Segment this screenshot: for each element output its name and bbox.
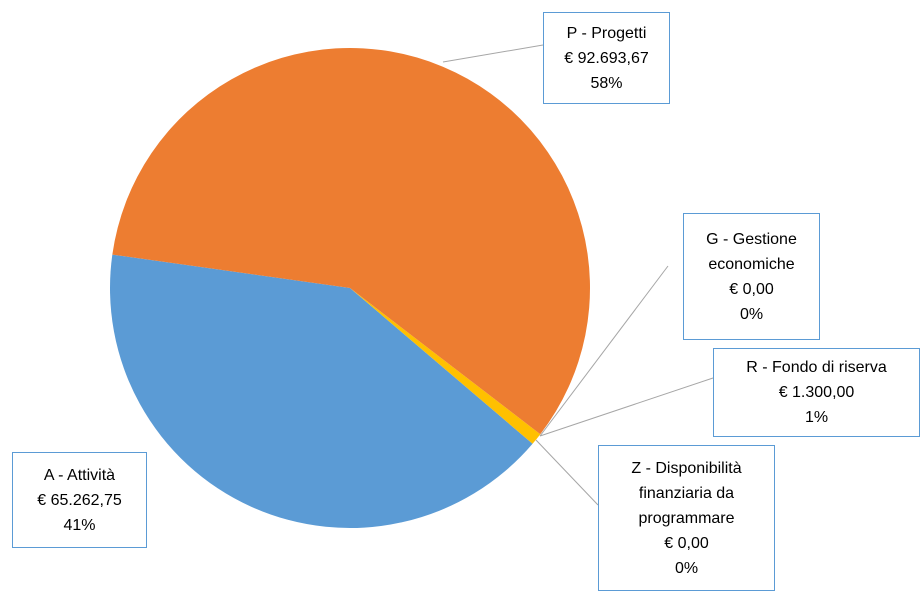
- label-value: € 92.693,67: [564, 49, 649, 67]
- pie-slice: [350, 288, 541, 444]
- leader-line: [539, 377, 714, 437]
- data-label: G - Gestione economiche € 0,00 0%: [683, 213, 820, 340]
- data-label: A - Attività € 65.262,75 41%: [12, 452, 147, 548]
- label-name: P - Progetti: [566, 24, 647, 42]
- label-value: € 0,00: [729, 280, 774, 298]
- leader-line: [535, 439, 599, 506]
- label-value: € 65.262,75: [37, 491, 122, 509]
- leader-line: [442, 44, 544, 63]
- label-percent: 0%: [674, 559, 699, 577]
- label-percent: 58%: [590, 74, 623, 92]
- data-label: R - Fondo di riserva € 1.300,00 1%: [713, 348, 920, 437]
- label-value: € 0,00: [664, 534, 709, 552]
- label-percent: 41%: [63, 516, 96, 534]
- label-name: G - Gestione economiche: [706, 230, 797, 273]
- label-name: Z - Disponibilità finanziaria da program…: [631, 459, 742, 527]
- pie-slice: [109, 254, 533, 529]
- data-label: P - Progetti € 92.693,67 58%: [543, 12, 670, 104]
- label-percent: 1%: [804, 409, 829, 426]
- pie-slice: [112, 48, 590, 435]
- label-value: € 1.300,00: [778, 384, 855, 401]
- label-name: R - Fondo di riserva: [746, 359, 887, 376]
- label-percent: 0%: [739, 305, 764, 323]
- data-label: Z - Disponibilità finanziaria da program…: [598, 445, 775, 591]
- leader-line: [539, 265, 669, 437]
- label-name: A - Attività: [43, 466, 116, 484]
